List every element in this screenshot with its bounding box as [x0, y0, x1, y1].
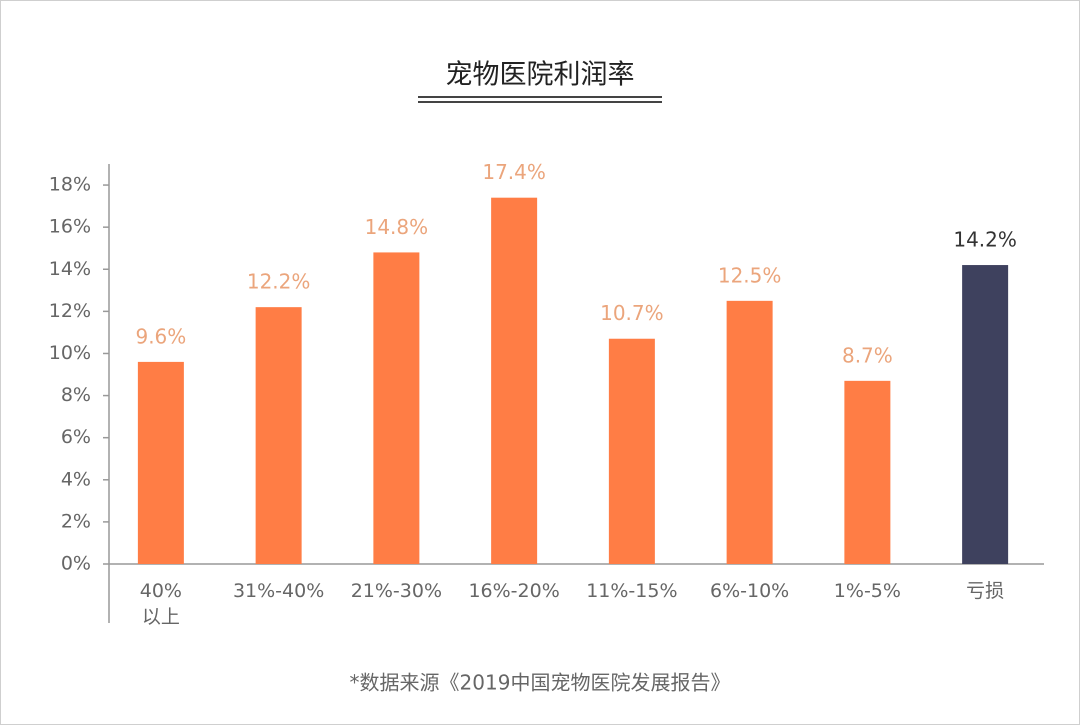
bar	[608, 338, 655, 564]
bar	[726, 300, 773, 564]
y-tick-label: 16%	[49, 216, 91, 238]
value-label: 12.5%	[718, 263, 782, 287]
y-tick-label: 10%	[49, 342, 91, 364]
x-tick-label: 16%-20%	[468, 580, 560, 602]
bar	[373, 252, 420, 564]
value-label: 8.7%	[842, 343, 893, 367]
bar	[844, 380, 891, 564]
x-tick-label: 11%-15%	[586, 580, 678, 602]
y-tick-label: 18%	[49, 174, 91, 196]
footnote: *数据来源《2019中国宠物医院发展报告》	[350, 671, 731, 695]
bar	[491, 197, 538, 564]
value-label: 17.4%	[482, 160, 546, 184]
y-tick-label: 4%	[61, 468, 91, 490]
y-tick-label: 6%	[61, 426, 91, 448]
y-tick-label: 8%	[61, 384, 91, 406]
x-tick-label: 亏损	[966, 580, 1005, 602]
x-tick-label: 31%-40%	[232, 580, 325, 602]
y-tick-label: 2%	[61, 510, 91, 532]
chart-title: 宠物医院利润率	[446, 60, 635, 91]
y-tick-label: 12%	[49, 300, 91, 322]
x-tick-label: 21%-30%	[350, 580, 443, 602]
value-label: 14.2%	[953, 228, 1017, 252]
x-tick-label: 40% 以上	[139, 580, 182, 628]
y-tick-label: 14%	[49, 258, 91, 280]
bar	[137, 361, 184, 564]
x-tick-label: 6%-10%	[710, 580, 790, 602]
bar	[962, 265, 1009, 564]
x-tick-label: 1%-5%	[833, 580, 901, 602]
value-label: 14.8%	[365, 215, 429, 239]
value-label: 12.2%	[247, 270, 311, 294]
value-label: 10.7%	[600, 301, 664, 325]
y-tick-label: 0%	[61, 553, 91, 575]
bar	[255, 307, 302, 564]
value-label: 9.6%	[135, 324, 186, 348]
